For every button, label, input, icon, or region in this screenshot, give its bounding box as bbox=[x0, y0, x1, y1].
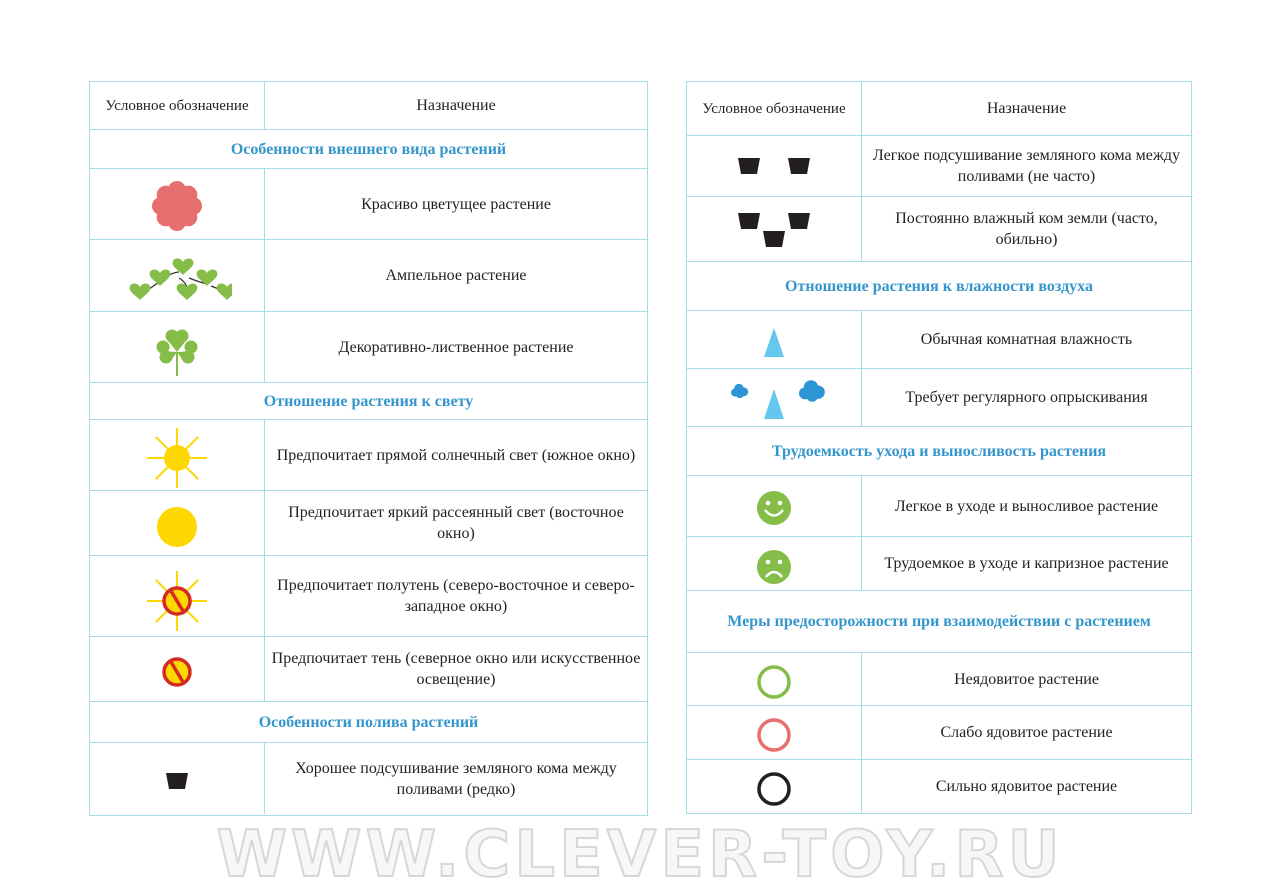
watermark: WWW.CLEVER-TOY.RU bbox=[215, 818, 1064, 892]
flower-icon bbox=[152, 180, 202, 231]
sun-disc-icon bbox=[157, 506, 197, 547]
pink-ring-icon bbox=[757, 717, 791, 752]
legend-description: Постоянно влажный ком земли (часто, обил… bbox=[895, 210, 1158, 248]
legend-row: Ампельное растение bbox=[90, 240, 647, 312]
header-meaning: Назначение bbox=[416, 97, 496, 114]
legend-row: Легкое подсушивание земляного кома между… bbox=[687, 136, 1191, 197]
header-symbol: Условное обозначение bbox=[687, 82, 862, 135]
sun-rays-icon bbox=[147, 427, 207, 488]
legend-row: Декоративно-лиственное растение bbox=[90, 312, 647, 383]
legend-description: Сильно ядовитое растение bbox=[935, 778, 1118, 795]
legend-row: Красиво цветущее растение bbox=[90, 169, 647, 240]
legend-description: Предпочитает тень (северное окно или иск… bbox=[271, 650, 641, 688]
section-title: Отношение растения к влажности воздуха bbox=[785, 277, 1093, 295]
section-row: Меры предосторожности при взаимодействии… bbox=[687, 591, 1191, 653]
legend-description: Предпочитает яркий рассеянный свет (вост… bbox=[288, 504, 624, 542]
legend-row: Трудоемкое в уходе и капризное растение bbox=[687, 537, 1191, 591]
section-title: Особенности полива растений bbox=[258, 713, 479, 731]
ampel-hearts-icon bbox=[129, 257, 232, 300]
legend-row: Сильно ядовитое растение bbox=[687, 760, 1191, 813]
sun-rays-prohibited-icon bbox=[147, 571, 207, 631]
pot-three-icon bbox=[738, 212, 810, 247]
legend-description: Красиво цветущее растение bbox=[361, 195, 551, 213]
drop-icon bbox=[764, 327, 784, 357]
black-ring-icon bbox=[757, 772, 791, 806]
legend-description: Неядовитое растение bbox=[954, 670, 1099, 688]
legend-description: Хорошее подсушивание земляного кома межд… bbox=[295, 759, 617, 798]
smile-icon bbox=[757, 490, 791, 525]
section-row: Особенности полива растений bbox=[90, 702, 647, 743]
header-row: Условное обозначение Назначение bbox=[90, 82, 647, 130]
legend-row: Предпочитает яркий рассеянный свет (вост… bbox=[90, 491, 647, 556]
legend-table-left: Условное обозначение Назначение Особеннос… bbox=[89, 81, 648, 816]
section-row: Отношение растения к влажности воздуха bbox=[687, 262, 1191, 311]
legend-row: Предпочитает полутень (северо-восточное … bbox=[90, 556, 647, 637]
legend-description: Ампельное растение bbox=[385, 267, 527, 284]
legend-description: Слабо ядовитое растение bbox=[940, 724, 1113, 741]
legend-row: Предпочитает прямой солнечный свет (южно… bbox=[90, 420, 647, 491]
section-row: Отношение растения к свету bbox=[90, 383, 647, 420]
legend-row: Постоянно влажный ком земли (часто, обил… bbox=[687, 197, 1191, 262]
legend-description: Обычная комнатная влажность bbox=[920, 331, 1133, 348]
legend-row: Неядовитое растение bbox=[687, 653, 1191, 706]
legend-description: Предпочитает полутень (северо-восточное … bbox=[277, 577, 635, 615]
legend-description: Трудоемкое в уходе и капризное растение bbox=[884, 555, 1169, 572]
drop-clouds-icon bbox=[731, 379, 825, 419]
header-meaning: Назначение bbox=[986, 100, 1067, 117]
legend-row: Требует регулярного опрыскивания bbox=[687, 369, 1191, 427]
section-title: Особенности внешнего вида растений bbox=[230, 140, 507, 158]
legend-description: Требует регулярного опрыскивания bbox=[905, 389, 1148, 406]
pot-one-icon bbox=[166, 773, 188, 789]
section-title: Трудоемкость ухода и выносливость растен… bbox=[771, 442, 1107, 460]
legend-table-right: Условное обозначение Назначение Легкое п… bbox=[686, 81, 1192, 814]
section-title: Меры предосторожности при взаимодействии… bbox=[727, 613, 1151, 630]
legend-row: Обычная комнатная влажность bbox=[687, 311, 1191, 369]
section-title: Отношение растения к свету bbox=[263, 392, 474, 410]
legend-row: Хорошее подсушивание земляного кома межд… bbox=[90, 743, 647, 814]
section-row: Трудоемкость ухода и выносливость растен… bbox=[687, 427, 1191, 476]
green-ring-icon bbox=[757, 664, 791, 699]
header-symbol: Условное обозначение bbox=[90, 82, 265, 129]
legend-row: Предпочитает тень (северное окно или иск… bbox=[90, 637, 647, 702]
legend-description: Легкое в уходе и выносливое растение bbox=[894, 497, 1159, 515]
legend-row: Легкое в уходе и выносливое растение bbox=[687, 476, 1191, 537]
sad-icon bbox=[757, 549, 791, 584]
section-row: Особенности внешнего вида растений bbox=[90, 130, 647, 169]
clover-icon bbox=[156, 329, 198, 376]
legend-description: Легкое подсушивание земляного кома между… bbox=[872, 147, 1181, 185]
legend-description: Декоративно-лиственное растение bbox=[338, 338, 574, 356]
pot-two-icon bbox=[738, 157, 810, 174]
header-row: Условное обозначение Назначение bbox=[687, 82, 1191, 136]
legend-row: Слабо ядовитое растение bbox=[687, 706, 1191, 760]
legend-description: Предпочитает прямой солнечный свет (южно… bbox=[276, 446, 636, 464]
sun-prohibited-icon bbox=[162, 656, 192, 687]
